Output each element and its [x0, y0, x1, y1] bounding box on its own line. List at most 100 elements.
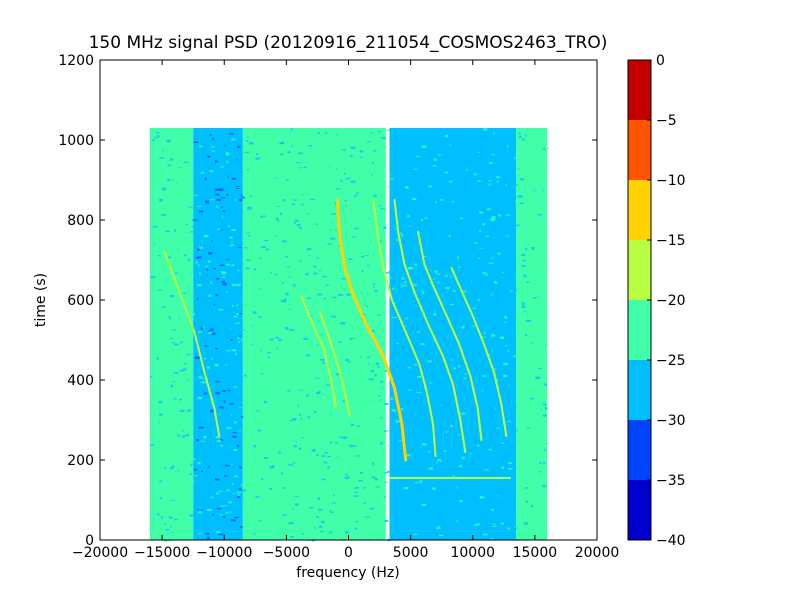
texture-dot: [428, 185, 432, 188]
texture-dot: [387, 470, 392, 473]
x-axis: −20000 −15000 −10000 −5000 0 5000 10000 15000 20…: [72, 60, 619, 561]
texture-dot: [241, 484, 244, 487]
texture-dot: [546, 442, 550, 445]
texture-dot: [157, 172, 159, 174]
texture-dot: [420, 343, 425, 346]
texture-dot: [160, 516, 163, 519]
texture-dot: [403, 281, 407, 284]
texture-dot: [216, 277, 220, 280]
texture-dot: [420, 446, 422, 448]
texture-dot: [289, 308, 292, 310]
texture-dot: [511, 419, 513, 422]
texture-dot: [303, 337, 309, 340]
texture-dot: [428, 450, 431, 453]
texture-dot: [197, 511, 202, 514]
texture-dot: [256, 239, 260, 242]
texture-dot: [433, 158, 437, 161]
texture-dot: [446, 378, 449, 381]
texture-dot: [347, 439, 350, 441]
texture-dot: [471, 185, 475, 187]
texture-dot: [497, 252, 501, 255]
texture-dot: [243, 202, 249, 205]
texture-dot: [190, 231, 193, 233]
texture-dot: [203, 357, 206, 360]
texture-dot: [223, 505, 228, 507]
texture-dot: [311, 449, 316, 452]
texture-dot: [459, 136, 464, 138]
texture-dot: [207, 536, 210, 539]
texture-dot: [485, 507, 490, 510]
texture-dot: [338, 187, 340, 190]
colorbar-tick-label: −30: [656, 413, 686, 429]
texture-dot: [480, 241, 483, 244]
colorbar-level: [628, 240, 651, 300]
texture-dot: [525, 276, 527, 278]
texture-dot: [291, 145, 293, 148]
texture-dot: [391, 287, 395, 290]
texture-dot: [488, 216, 493, 219]
texture-dot: [519, 202, 524, 204]
colorbar-level: [628, 300, 651, 360]
texture-dot: [158, 421, 160, 424]
texture-dot: [273, 468, 276, 471]
texture-dot: [417, 256, 422, 258]
texture-dot: [416, 319, 418, 321]
texture-dot: [226, 291, 228, 294]
texture-dot: [205, 532, 209, 535]
texture-dot: [405, 454, 411, 457]
texture-dot: [393, 249, 396, 252]
texture-dot: [305, 394, 309, 397]
texture-dot: [514, 526, 517, 528]
texture-dot: [486, 276, 488, 279]
texture-dot: [441, 256, 443, 258]
texture-dot: [332, 248, 337, 250]
texture-dot: [542, 414, 547, 417]
texture-dot: [283, 535, 287, 537]
colorbar-tick-label: −20: [656, 293, 686, 309]
texture-dot: [363, 502, 366, 505]
texture-dot: [522, 138, 525, 141]
texture-dot: [250, 269, 252, 271]
texture-dot: [331, 213, 336, 215]
texture-dot: [179, 398, 182, 401]
texture-dot: [199, 377, 205, 379]
texture-dot: [514, 429, 518, 432]
texture-dot: [346, 392, 349, 395]
texture-dot: [307, 352, 310, 355]
texture-dot: [472, 172, 477, 175]
texture-dot: [249, 195, 252, 198]
texture-dot: [350, 141, 355, 144]
texture-dot: [253, 431, 257, 433]
texture-dot: [154, 136, 157, 139]
texture-dot: [242, 179, 248, 182]
texture-dot: [256, 153, 259, 155]
texture-dot: [371, 161, 374, 165]
texture-dot: [407, 389, 412, 391]
texture-dot: [357, 288, 361, 291]
texture-dot: [307, 296, 313, 298]
texture-dot: [423, 281, 425, 283]
texture-dot: [245, 428, 250, 431]
texture-dot: [348, 476, 350, 478]
texture-dot: [283, 298, 287, 301]
texture-dot: [336, 456, 339, 459]
texture-dot: [298, 389, 304, 391]
texture-dot: [247, 207, 252, 210]
texture-dot: [342, 324, 345, 326]
texture-dot: [329, 445, 333, 447]
texture-dot: [222, 516, 226, 518]
texture-dot: [418, 152, 421, 155]
texture-dot: [518, 132, 521, 135]
texture-dot: [492, 393, 497, 396]
texture-dot: [198, 145, 203, 148]
texture-dot: [172, 465, 175, 467]
texture-dot: [286, 482, 292, 485]
texture-dot: [306, 267, 308, 268]
texture-dot: [222, 389, 226, 392]
texture-dot: [246, 318, 248, 320]
texture-dot: [452, 146, 455, 148]
texture-dot: [159, 499, 164, 502]
texture-dot: [381, 137, 386, 139]
texture-dot: [473, 173, 477, 176]
texture-dot: [513, 293, 516, 296]
